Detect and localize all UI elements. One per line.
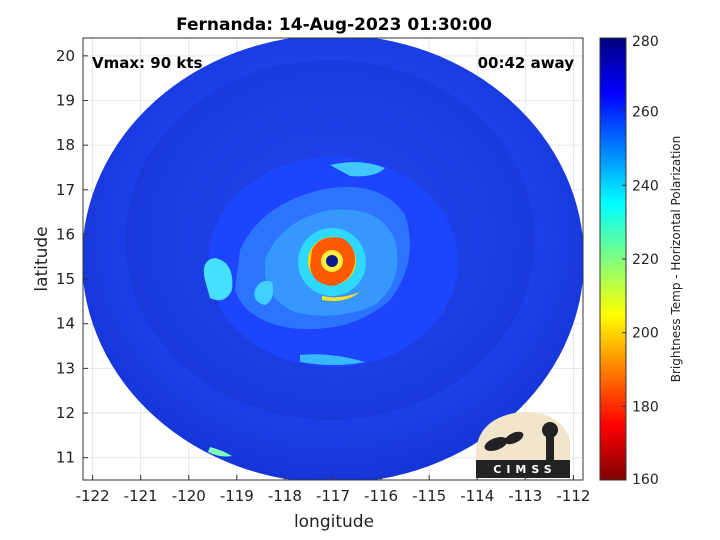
y-tick-label: 12 [56, 404, 75, 422]
logo-text: CIMSS [493, 463, 556, 476]
rainband-cell [254, 281, 274, 305]
logo-dish-1 [484, 437, 508, 451]
x-tick-label: -114 [460, 487, 494, 505]
y-tick-label: 17 [56, 181, 75, 199]
south-rainband-fragment [300, 354, 365, 365]
colorbar-tick-label: 180 [632, 399, 659, 415]
colorbar-tick-label: 160 [632, 472, 659, 488]
y-tick-label: 19 [56, 92, 75, 110]
y-tick-label: 16 [56, 225, 75, 243]
vmax-label: Vmax: 90 kts [92, 54, 202, 72]
eyewall-south-arc [322, 292, 360, 301]
y-tick-label: 20 [56, 47, 75, 65]
microwave-swath-image [83, 38, 583, 480]
logo-water-tower [542, 422, 558, 438]
y-tick-label: 15 [56, 270, 75, 288]
colorbar-ticks: 280 260 240 220 200 180 160 [622, 34, 659, 488]
x-tick-label: -113 [508, 487, 542, 505]
x-axis-label: longitude [294, 512, 374, 532]
y-tick-label: 11 [56, 449, 75, 467]
cimss-logo: CIMSS [476, 411, 570, 478]
southwest-warm-patch [208, 447, 232, 457]
x-tick-label: -118 [268, 487, 302, 505]
x-tick-label: -120 [172, 487, 206, 505]
chart-title: Fernanda: 14-Aug-2023 01:30:00 [176, 15, 492, 35]
colorbar-tick-label: 280 [632, 34, 659, 50]
x-tick-label: -115 [412, 487, 446, 505]
logo-tower-leg [546, 436, 554, 464]
x-tick-label: -112 [556, 487, 590, 505]
x-axis-ticks: -122 -121 -120 -119 -118 -117 -116 -115 -114 -113… [76, 475, 590, 505]
storm-eye [326, 255, 338, 267]
time-away-label: 00:42 away [478, 54, 575, 72]
colorbar-tick-label: 220 [632, 252, 659, 268]
y-tick-label: 14 [56, 315, 75, 333]
colorbar-tick-label: 240 [632, 178, 659, 194]
x-tick-label: -117 [316, 487, 350, 505]
y-tick-label: 13 [56, 359, 75, 377]
x-tick-label: -122 [76, 487, 110, 505]
logo-text-banner [476, 460, 570, 478]
west-rainband-fragment [203, 258, 233, 301]
colorbar-tick-label: 260 [632, 105, 659, 121]
y-axis-label: latitude [32, 226, 52, 291]
x-tick-label: -121 [124, 487, 158, 505]
colorbar-tick-label: 200 [632, 326, 659, 342]
y-axis-ticks: 11 12 13 14 15 16 17 18 19 20 [56, 47, 88, 467]
x-tick-label: -119 [220, 487, 254, 505]
north-rainband-fragment [330, 162, 385, 177]
y-tick-label: 18 [56, 136, 75, 154]
colorbar-label: Brightness Temp - Horizontal Polarizatio… [669, 136, 683, 383]
logo-dish-2 [504, 431, 524, 445]
x-tick-label: -116 [364, 487, 398, 505]
